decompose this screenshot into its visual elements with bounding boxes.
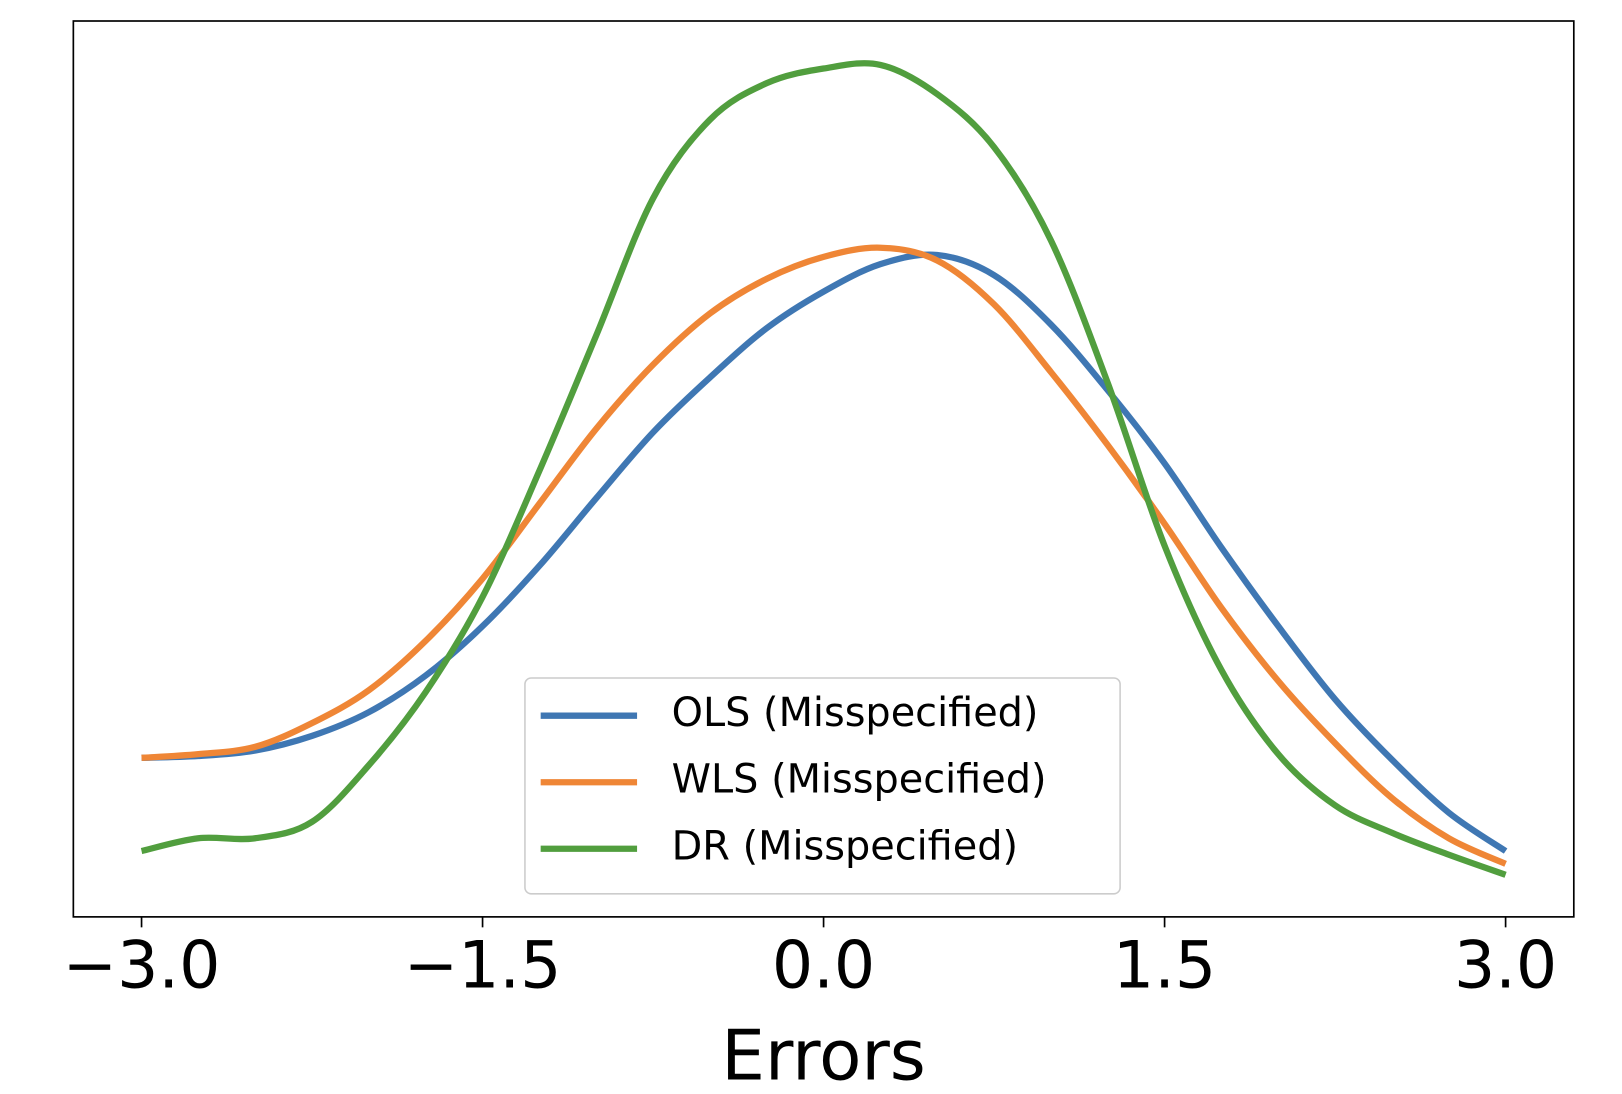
legend-label: WLS (Misspecified) [672, 757, 1047, 803]
x-tick-label: 1.5 [1113, 928, 1216, 1003]
legend-box [524, 677, 1121, 895]
x-tick-label: −1.5 [404, 928, 562, 1003]
line-series [140, 60, 1507, 878]
x-axis-label: Errors [721, 1016, 926, 1094]
legend-label: DR (Misspecified) [672, 823, 1018, 869]
x-tick-label: −3.0 [63, 928, 221, 1003]
x-tick-label: 3.0 [1454, 928, 1557, 1003]
legend-label: OLS (Misspecified) [672, 690, 1039, 736]
legend: OLS (Misspecified) WLS (Misspecified) DR (… [524, 677, 1121, 895]
x-tick-label: 0.0 [772, 928, 875, 1003]
line-series [141, 251, 1508, 854]
line-series [141, 244, 1507, 867]
